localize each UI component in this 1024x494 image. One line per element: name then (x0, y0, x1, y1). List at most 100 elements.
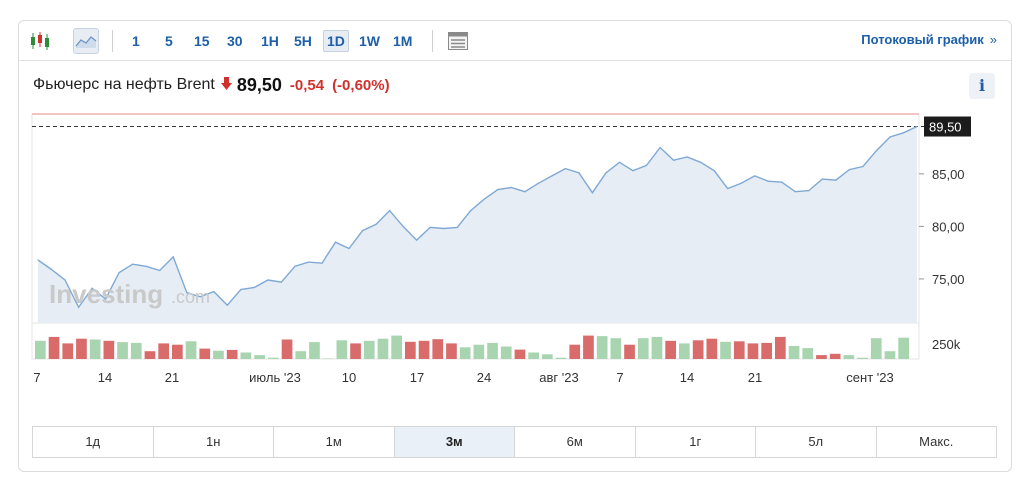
price-point (321, 262, 323, 264)
volume-bar (528, 352, 539, 359)
volume-bar (418, 340, 430, 359)
volume-bar (391, 335, 402, 359)
price-point (497, 188, 499, 191)
price-point (524, 191, 526, 193)
volume-bar (898, 337, 909, 359)
x-tick-label: 14 (680, 370, 694, 385)
range-1y[interactable]: 1г (636, 427, 756, 457)
volume-bar (199, 348, 211, 359)
last-price-tag (924, 116, 971, 137)
price-change: -0,54 (289, 76, 325, 94)
streaming-chart-label: Потоковый график (861, 32, 984, 47)
volume-bar (788, 346, 800, 359)
price-point (253, 286, 255, 288)
volume-bar (446, 343, 457, 359)
x-tick-label: сент '23 (846, 370, 893, 385)
price-point (226, 304, 228, 306)
price-point (483, 198, 485, 200)
volume-bar (733, 341, 745, 359)
price-point (740, 182, 742, 184)
price-point (700, 161, 702, 163)
timeframe-1h[interactable]: 1H (261, 33, 279, 49)
volume-bar (679, 343, 690, 359)
toolbar-separator (432, 30, 433, 52)
price-point (578, 172, 580, 174)
volume-bar (117, 342, 128, 359)
range-1m[interactable]: 1м (274, 427, 395, 457)
volume-bar (583, 335, 594, 359)
price-point (470, 210, 472, 212)
price-point (375, 223, 377, 225)
price-point (591, 192, 594, 194)
y-tick-label: 85,00 (932, 167, 965, 182)
volume-bar (816, 355, 827, 359)
range-5y[interactable]: 5л (756, 427, 877, 457)
volume-bar (487, 342, 498, 359)
range-6m[interactable]: 6м (515, 427, 636, 457)
price-point (280, 281, 283, 283)
last-price: 89,50 (236, 74, 282, 95)
area-chart-icon[interactable] (73, 28, 99, 54)
timeframe-1[interactable]: 1 (132, 33, 140, 49)
price-point (551, 175, 553, 177)
volume-bar (637, 338, 649, 359)
x-tick-label: 24 (477, 370, 491, 385)
volume-bar (569, 344, 581, 359)
x-tick-label: 7 (33, 370, 40, 385)
timeframe-5[interactable]: 5 (165, 33, 173, 49)
price-point (186, 292, 188, 294)
volume-bar (610, 338, 622, 359)
toolbar-separator (112, 30, 113, 52)
price-point (389, 210, 391, 212)
volume-bar (665, 340, 676, 359)
streaming-chart-link[interactable]: Потоковый график » (861, 32, 997, 47)
volume-bar (377, 338, 389, 359)
volume-bar (185, 341, 197, 359)
price-point (334, 241, 337, 243)
volume-bar (322, 358, 334, 359)
volume-bar (843, 355, 855, 359)
price-point (659, 146, 661, 149)
volume-bar (747, 343, 759, 359)
price-point (808, 190, 810, 192)
volume-bar (309, 342, 320, 359)
price-chart: Investing .com 75,00 80,00 85,00 89,50 250k 7 14… (31, 113, 971, 385)
price-point (902, 132, 905, 134)
timeframe-1d[interactable]: 1D (323, 30, 349, 52)
volume-bar (144, 351, 156, 359)
x-tick-label: 21 (165, 370, 179, 385)
volume-bar (500, 346, 512, 359)
range-1w[interactable]: 1н (154, 427, 274, 457)
price-line (37, 125, 918, 309)
price-point (713, 170, 715, 172)
range-1d[interactable]: 1д (33, 427, 154, 457)
volume-bar (363, 340, 375, 359)
price-point (916, 125, 918, 128)
volume-bar (775, 336, 786, 359)
x-tick-label: авг '23 (539, 370, 578, 385)
price-point (875, 150, 878, 152)
info-button[interactable]: i (969, 73, 995, 99)
price-point (537, 182, 539, 184)
volume-bar (48, 336, 60, 359)
price-point (159, 269, 161, 272)
range-max[interactable]: Макс. (919, 434, 954, 449)
volume-bar (432, 339, 444, 359)
price-point (64, 279, 66, 281)
timeframe-30[interactable]: 30 (227, 33, 243, 49)
range-3m[interactable]: 3м (394, 427, 515, 457)
candlestick-icon[interactable] (27, 28, 53, 54)
timeframe-15[interactable]: 15 (194, 33, 210, 49)
timeframe-1w[interactable]: 1W (359, 33, 380, 49)
volume-bar (720, 341, 731, 359)
quote-header: Фьючерс на нефть Brent 89,50 -0,54 (-0,6… (33, 73, 398, 97)
x-tick-label: 7 (616, 370, 623, 385)
price-point (429, 226, 431, 229)
volume-bar (405, 341, 416, 359)
layout-icon[interactable] (445, 28, 471, 54)
timeframe-1m[interactable]: 1M (393, 33, 413, 49)
price-point (686, 156, 688, 158)
timeframe-5h[interactable]: 5H (294, 33, 312, 49)
volume-bar (761, 342, 772, 359)
price-point (618, 161, 621, 163)
